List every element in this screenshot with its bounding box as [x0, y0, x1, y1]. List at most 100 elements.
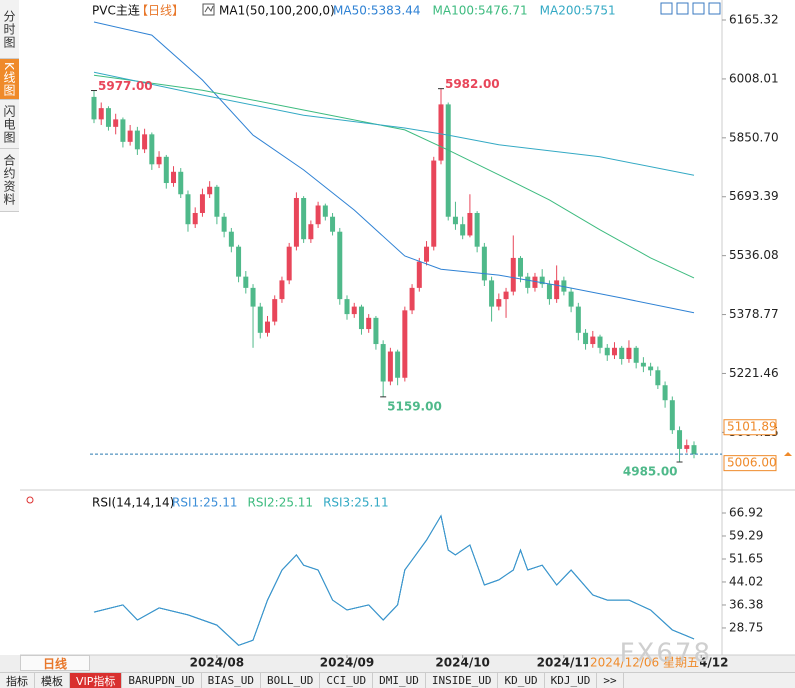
y-tick-label: 51.65 [729, 551, 763, 565]
zoom-in[interactable] [660, 2, 673, 15]
sidebar-tab[interactable]: 合约资料 [0, 149, 19, 212]
indicator-icon [204, 5, 214, 13]
symbol: PVC主连 [92, 3, 140, 18]
watermark: FX678 [620, 639, 712, 669]
candle-body [120, 119, 126, 142]
price-arrow [784, 452, 792, 456]
candle-body [199, 194, 205, 213]
candle-body [156, 156, 162, 165]
candle-body [546, 284, 552, 300]
candle-body [380, 344, 386, 382]
y-tick-label: 5850.70 [729, 130, 779, 144]
legend-entry: MA50:5383.44 [333, 4, 421, 18]
y-tick-label: 36.38 [729, 597, 763, 611]
candle-body [481, 246, 487, 281]
x-tick-label: 2024/11 [537, 656, 591, 670]
candle-body [416, 261, 422, 288]
candle-body [308, 224, 314, 240]
candle-body [163, 156, 169, 184]
candle-body [395, 351, 401, 378]
sidebar-tab[interactable]: 闪电图 [0, 100, 19, 149]
candle-body [539, 276, 545, 285]
candle-body [344, 299, 350, 315]
bottom-tab[interactable]: INSIDE_UD [426, 673, 499, 688]
cursor-date: 2024/12/06 星期五 [590, 656, 699, 670]
line [93, 514, 695, 646]
candle-body [98, 108, 104, 120]
candle-body [669, 400, 675, 431]
candle-body [351, 306, 357, 315]
x-tick-label: 2024/10 [435, 656, 489, 670]
candle-body [279, 280, 285, 300]
candle-body [221, 216, 227, 232]
candle-body [387, 351, 393, 382]
price-label: 5101.89 [727, 420, 777, 434]
zoom-out[interactable] [676, 2, 689, 15]
candle-body [575, 306, 581, 333]
move-right[interactable] [708, 2, 721, 15]
candle-body [330, 216, 336, 232]
bottom-tab[interactable]: DMI_UD [373, 673, 426, 688]
toolbar [660, 2, 721, 15]
candle-body [655, 370, 661, 386]
candle-body [293, 198, 299, 247]
candle-body [445, 104, 451, 217]
candle-body [648, 366, 654, 371]
candle-body [105, 108, 111, 127]
sidebar-tab[interactable]: 分时图 [0, 0, 19, 59]
price-box [723, 419, 777, 436]
move-left[interactable] [692, 2, 705, 15]
candle-body [337, 231, 343, 300]
candle-body [185, 194, 191, 225]
candle-body [554, 280, 560, 300]
candle-body [250, 287, 256, 307]
bottom-tab[interactable]: BOLL_UD [261, 673, 321, 688]
candle-body [460, 224, 466, 236]
bottom-tab[interactable]: KD_UD [498, 673, 545, 688]
candle-body [91, 96, 97, 120]
bottom-tab[interactable]: >> [597, 673, 624, 688]
x-tick-label: 2024/09 [320, 656, 374, 670]
line [93, 514, 695, 646]
candle-body [264, 321, 270, 333]
candle-body [134, 130, 140, 150]
indicator: MA1(50,100,200,0) [219, 4, 335, 18]
candle-body [272, 299, 278, 322]
candle-body [510, 257, 516, 292]
sidebar-tab[interactable]: K线图 [0, 59, 19, 100]
candle-body [257, 306, 263, 333]
indicator-icon[interactable] [202, 3, 215, 16]
bottom-tab[interactable]: VIP指标 [70, 673, 123, 688]
candle-body [243, 276, 249, 288]
candle-body [228, 231, 234, 247]
bottom-tab[interactable]: 指标 [0, 673, 35, 688]
settings-icon[interactable] [26, 496, 34, 504]
price-box [723, 455, 777, 472]
candle-body [438, 104, 444, 161]
bottom-tab[interactable]: BIAS_UD [202, 673, 261, 688]
legend-entry: RSI3:25.11 [323, 496, 389, 510]
bottom-tab[interactable]: CCI_UD [320, 673, 374, 688]
line [93, 21, 695, 314]
line [93, 74, 695, 279]
candle-body [597, 336, 603, 348]
candle-body [424, 246, 430, 262]
price-label: 5006.00 [727, 456, 777, 470]
candle-body [684, 445, 690, 449]
bottom-tab[interactable]: KDJ_UD [545, 673, 598, 688]
candle-body [590, 336, 596, 345]
candle-body [315, 205, 321, 225]
y-tick-label: 5536.08 [729, 248, 779, 262]
candle-body [568, 291, 574, 307]
period: 【日线】 [136, 4, 184, 18]
rsi-title: RSI(14,14,14) [92, 496, 174, 510]
line [93, 71, 695, 176]
bottom-tab[interactable]: BARUPDN_UD [122, 673, 202, 688]
candle-body [149, 134, 155, 165]
candle-body [611, 347, 617, 356]
period-button[interactable]: 日线 [20, 655, 90, 671]
bottom-tab[interactable]: 模板 [35, 673, 70, 688]
candle-body [452, 216, 458, 225]
candle-body [467, 212, 473, 236]
candle-body [192, 212, 198, 225]
